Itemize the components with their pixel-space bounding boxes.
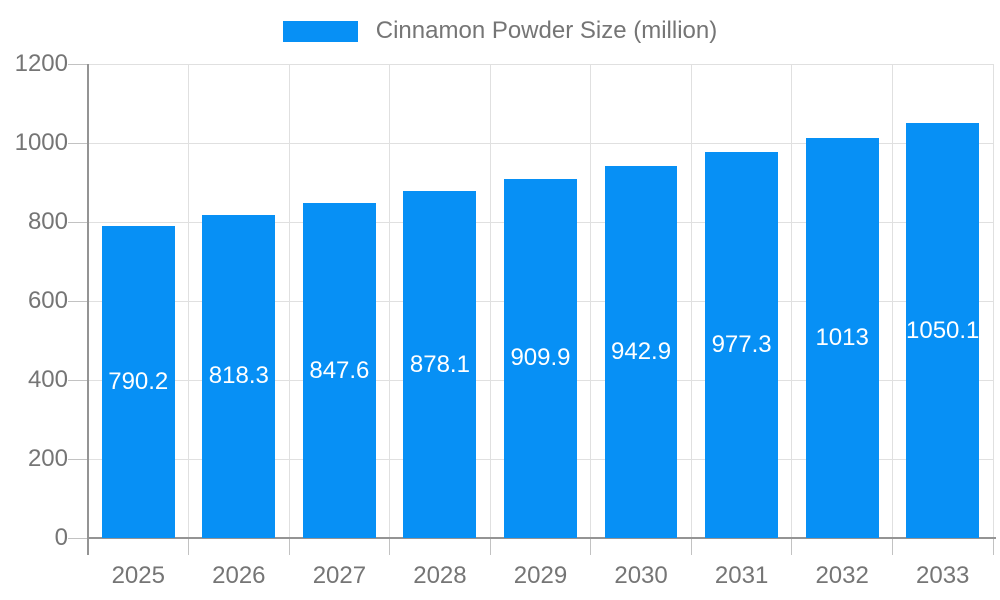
x-axis-category-label: 2031 [714, 562, 769, 589]
bar-2028[interactable]: 878.1 [403, 191, 477, 538]
bar-value-label: 818.3 [208, 362, 269, 390]
x-axis-tick [590, 538, 592, 555]
bar-2033[interactable]: 1050.1 [906, 123, 979, 538]
y-axis-tick [68, 300, 88, 302]
x-axis-tick [690, 538, 692, 555]
x-axis-tick [288, 538, 290, 555]
x-axis-category-label: 2028 [413, 562, 467, 589]
bar-2026[interactable]: 818.3 [202, 214, 276, 538]
bar-2031[interactable]: 977.3 [705, 151, 779, 538]
gridline-vertical [288, 64, 290, 538]
y-axis-tick [68, 458, 88, 460]
x-axis-tick [791, 538, 793, 555]
bar-value-label: 1050.1 [906, 316, 980, 344]
bar-value-label: 878.1 [409, 350, 470, 378]
x-axis-category-label: 2027 [312, 562, 367, 589]
bar-2027[interactable]: 847.6 [302, 203, 376, 538]
y-axis-tick-label: 0 [54, 524, 68, 551]
y-axis-tick-label: 800 [27, 208, 68, 235]
bar-value-label: 790.2 [108, 367, 169, 395]
gridline-vertical [992, 64, 994, 538]
x-axis-category-label: 2025 [111, 562, 165, 589]
x-axis-tick [992, 538, 994, 555]
bar-value-label: 1013 [815, 323, 869, 351]
bar-2029[interactable]: 909.9 [504, 178, 577, 538]
gridline-vertical [188, 64, 190, 538]
bar-2030[interactable]: 942.9 [604, 165, 678, 538]
bar-2032[interactable]: 1013 [805, 137, 879, 538]
x-axis-tick [489, 538, 491, 555]
bar-value-label: 942.9 [611, 337, 672, 365]
x-axis-category-label: 2032 [815, 562, 869, 589]
y-axis-tick-label: 1000 [14, 129, 68, 156]
x-axis-tick [891, 538, 893, 555]
gridline-vertical [389, 64, 391, 538]
y-axis-tick [68, 63, 88, 65]
y-axis-tick-label: 600 [27, 287, 68, 314]
y-axis-tick [68, 379, 88, 381]
y-axis-tick-label: 200 [27, 445, 68, 472]
y-axis-line [87, 64, 89, 555]
x-axis-tick [188, 538, 190, 555]
y-axis-tick [68, 142, 88, 144]
gridline-vertical [489, 64, 491, 538]
gridline-vertical [791, 64, 793, 538]
x-axis-line [88, 537, 996, 539]
bar-2025[interactable]: 790.2 [101, 225, 175, 538]
x-axis-category-label: 2026 [212, 562, 266, 589]
y-axis-tick [68, 221, 88, 223]
bar-value-label: 909.9 [510, 344, 571, 372]
x-axis-category-label: 2029 [513, 562, 568, 589]
legend-swatch[interactable] [282, 20, 358, 42]
x-axis-category-label: 2030 [614, 562, 668, 589]
gridline-vertical [690, 64, 692, 538]
y-axis-tick-label: 400 [27, 366, 68, 393]
gridline-vertical [891, 64, 893, 538]
y-axis-tick-label: 1200 [14, 50, 68, 77]
bar-value-label: 847.6 [309, 356, 370, 384]
gridline-horizontal [88, 63, 993, 65]
bar-value-label: 977.3 [711, 330, 772, 358]
gridline-horizontal [88, 142, 993, 144]
x-axis-tick [389, 538, 391, 555]
y-axis-tick [68, 537, 88, 539]
legend: Cinnamon Powder Size (million) [0, 17, 1000, 45]
gridline-vertical [590, 64, 592, 538]
x-axis-category-label: 2033 [916, 562, 970, 589]
legend-label[interactable]: Cinnamon Powder Size (million) [375, 17, 718, 44]
